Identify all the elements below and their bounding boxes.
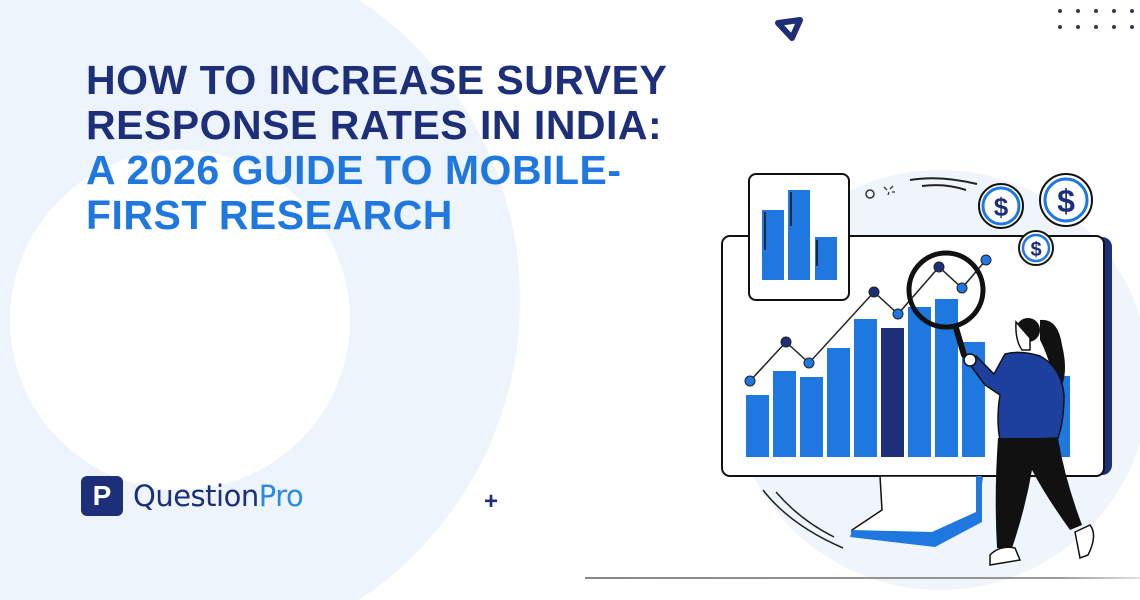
trend-line (744, 254, 992, 387)
plus-icon: + (484, 488, 499, 515)
svg-text:$: $ (1030, 239, 1041, 261)
logo-word-pro: Pro (258, 479, 304, 513)
magnifying-glass-icon (906, 250, 986, 358)
dot-grid-decoration (1058, 9, 1140, 29)
page-title: HOW TO INCREASE SURVEY RESPONSE RATES IN… (86, 58, 667, 238)
person-figure (963, 318, 1095, 566)
title-line-3: A 2026 GUIDE TO MOBILE- (86, 147, 622, 193)
small-ring-icon (865, 189, 875, 199)
logo-mark-icon: P (81, 476, 123, 516)
dollar-coin-icon: $ $ $ (978, 173, 1093, 266)
svg-text:$: $ (994, 192, 1009, 222)
floor-line (585, 577, 1140, 579)
questionpro-logo[interactable]: P QuestionPro (81, 476, 304, 516)
mini-bar-chart (748, 173, 850, 301)
title-line-4: FIRST RESEARCH (86, 192, 453, 238)
svg-text:$: $ (1057, 183, 1075, 219)
title-line-2: RESPONSE RATES IN INDIA: (86, 102, 663, 148)
title-line-1: HOW TO INCREASE SURVEY (86, 57, 668, 103)
background-inner-circle (10, 150, 350, 490)
logo-word-question: Question (133, 479, 259, 513)
logo-wordmark: QuestionPro (133, 479, 304, 513)
triangle-icon (775, 17, 803, 41)
